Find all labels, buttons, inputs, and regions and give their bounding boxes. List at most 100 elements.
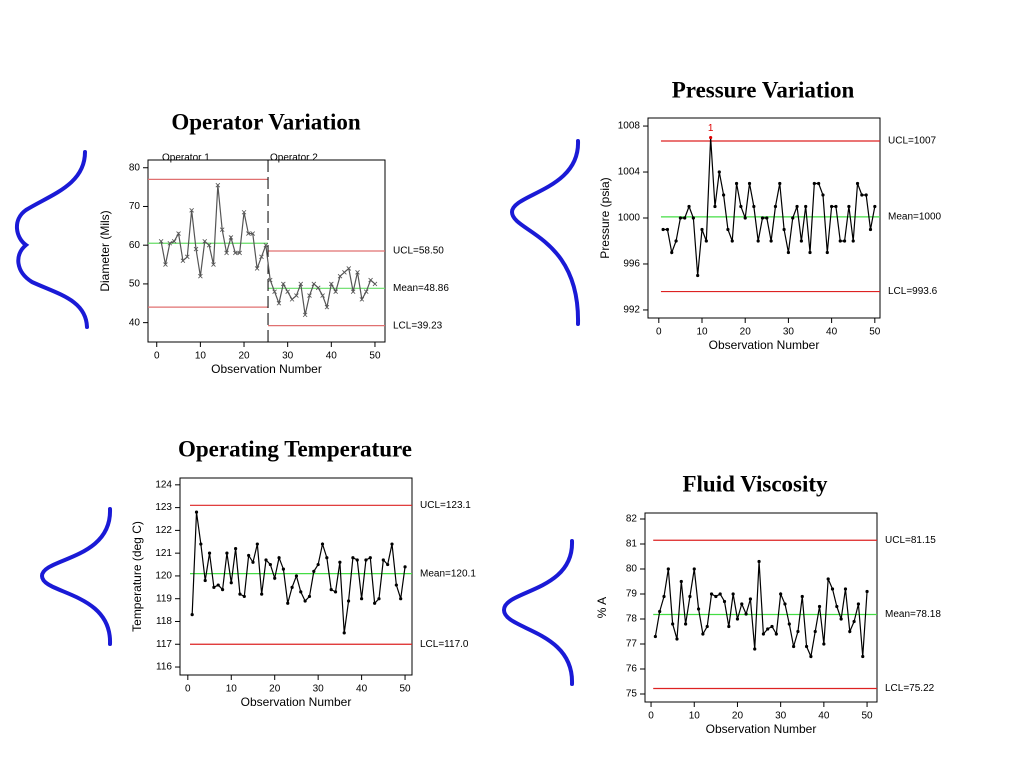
y-tick-label: 119	[156, 593, 172, 604]
data-point	[234, 547, 238, 551]
data-point	[329, 587, 333, 592]
data-point	[700, 227, 704, 232]
distribution-curve	[509, 139, 581, 326]
data-point	[830, 204, 834, 209]
data-point	[852, 619, 856, 624]
data-point	[250, 231, 256, 236]
data-point	[851, 239, 855, 243]
x-tick-label: 50	[869, 327, 881, 338]
chart-title: Pressure Variation	[672, 77, 855, 102]
x-tick-label: 0	[154, 351, 160, 362]
data-point	[843, 587, 848, 591]
x-tick-label: 20	[732, 711, 744, 722]
data-point	[757, 559, 761, 564]
data-point	[861, 654, 865, 659]
y-tick-label: 76	[626, 664, 638, 675]
data-point	[241, 209, 247, 215]
data-point	[303, 599, 307, 603]
data-point	[211, 262, 216, 267]
x-axis-label: Observation Number	[241, 695, 352, 709]
data-point	[246, 231, 251, 236]
data-point	[324, 304, 330, 310]
y-tick-label: 50	[129, 279, 141, 290]
data-point	[312, 569, 316, 573]
data-point	[786, 250, 791, 255]
data-point	[722, 599, 727, 604]
data-point	[812, 181, 816, 186]
data-point	[286, 601, 290, 605]
data-point	[804, 644, 809, 649]
data-point	[198, 273, 203, 279]
data-point	[267, 277, 273, 283]
data-point	[709, 135, 713, 140]
x-tick-label: 30	[783, 327, 795, 338]
x-tick-label: 30	[313, 684, 325, 695]
data-line	[654, 561, 868, 659]
data-point	[839, 617, 843, 621]
data-point	[692, 567, 696, 571]
data-point	[661, 227, 665, 232]
data-point	[734, 181, 739, 186]
data-point	[394, 583, 398, 587]
data-point	[342, 270, 347, 275]
data-point	[779, 592, 783, 596]
data-point	[346, 599, 351, 603]
y-tick-label: 117	[156, 639, 172, 650]
data-point	[233, 250, 238, 256]
data-point	[704, 239, 708, 243]
data-point	[238, 592, 242, 596]
limit-label: LCL=39.23	[393, 320, 443, 331]
data-point	[658, 609, 662, 614]
data-point	[381, 558, 385, 562]
data-point	[838, 239, 842, 243]
data-point	[713, 204, 717, 209]
data-point	[259, 254, 264, 260]
data-point	[865, 589, 869, 594]
y-tick-label: 1000	[618, 213, 641, 224]
data-point	[307, 594, 312, 599]
data-point	[180, 258, 186, 263]
data-point	[403, 565, 407, 569]
data-point	[329, 281, 334, 287]
data-point	[281, 281, 286, 287]
data-point	[730, 239, 734, 243]
data-point	[718, 592, 722, 596]
y-tick-label: 992	[623, 305, 640, 316]
y-tick-label: 80	[626, 564, 638, 575]
y-tick-label: 121	[155, 548, 172, 559]
data-point	[817, 181, 821, 186]
x-tick-label: 40	[356, 684, 368, 695]
data-point	[752, 204, 756, 209]
data-point	[163, 262, 168, 267]
annotation: 1	[708, 123, 714, 134]
y-tick-label: 78	[626, 614, 638, 625]
data-point	[285, 289, 290, 294]
data-point	[373, 601, 377, 605]
data-point	[320, 542, 325, 546]
data-point	[264, 558, 268, 562]
data-point	[272, 289, 277, 294]
data-point	[848, 629, 852, 634]
y-tick-label: 124	[155, 479, 172, 490]
data-point	[220, 587, 225, 592]
data-point	[856, 602, 861, 606]
y-tick-label: 40	[129, 317, 141, 328]
y-tick-label: 123	[155, 502, 172, 513]
y-tick-label: 60	[129, 240, 141, 251]
data-point	[778, 181, 782, 186]
chart-title: Operating Temperature	[178, 436, 412, 461]
data-point	[753, 647, 757, 651]
y-axis-label: Diameter (Mils)	[98, 210, 112, 291]
limit-label: Mean=120.1	[420, 568, 476, 579]
data-point	[351, 556, 355, 560]
data-point	[338, 560, 342, 564]
data-point	[761, 632, 765, 636]
data-point	[717, 170, 721, 174]
data-point	[787, 622, 791, 626]
data-point	[219, 227, 225, 232]
x-tick-label: 20	[269, 684, 281, 695]
data-point	[743, 216, 747, 220]
data-point	[813, 629, 817, 634]
data-point	[864, 193, 868, 197]
